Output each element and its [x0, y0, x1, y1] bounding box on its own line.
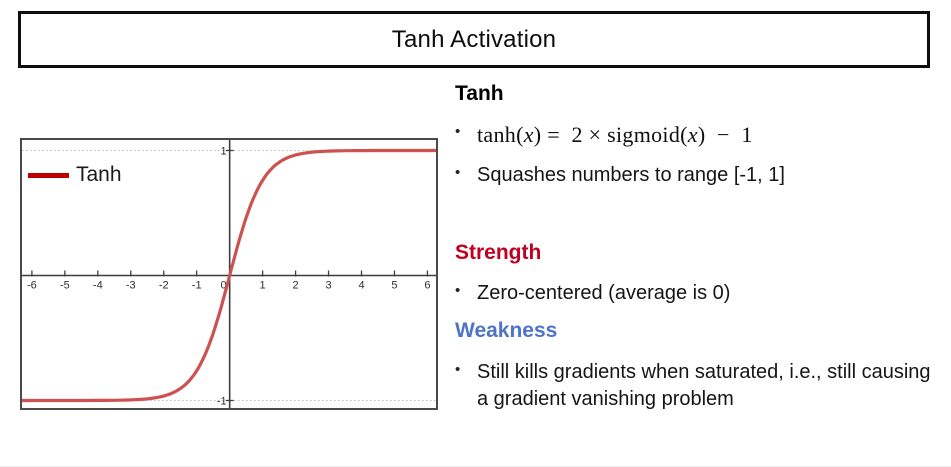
tanh-section-heading: Tanh — [455, 82, 504, 105]
tanh-curve — [22, 148, 436, 403]
chart-legend: Tanh — [28, 163, 122, 187]
x-tick-label: 4 — [358, 280, 364, 292]
squashes-text: Squashes numbers to range [-1, 1] — [477, 164, 785, 186]
strength-heading: Strength — [455, 241, 542, 264]
x-tick-label: -2 — [159, 280, 169, 292]
x-tick-label: 6 — [424, 280, 430, 292]
bullet-dot: • — [455, 164, 461, 181]
x-tick-label: -4 — [93, 280, 103, 292]
x-tick-label: 3 — [325, 280, 331, 292]
slide-title-bar: Tanh Activation — [18, 11, 930, 68]
saturation-bullet: • Still kills gradients when saturated, … — [455, 359, 933, 413]
legend-label: Tanh — [76, 163, 122, 186]
tanh-activation-plot: -6 -5 -4 -3 -2 -1 0 1 2 3 4 5 6 1 -1 Tanh — [20, 138, 438, 410]
bullet-dot: • — [455, 361, 461, 378]
x-tick-label: -3 — [126, 280, 136, 292]
formula-bullet: • tanh(x) = 2 × sigmoid(x) − 1 — [455, 121, 753, 148]
bullet-dot: • — [455, 123, 461, 140]
legend-line-swatch — [28, 172, 69, 178]
saturation-text: Still kills gradients when saturated, i.… — [477, 361, 931, 410]
x-tick-label: 2 — [293, 280, 299, 292]
x-tick-label: -6 — [27, 280, 37, 292]
zero-centered-bullet: • Zero-centered (average is 0) — [455, 280, 730, 307]
slide-title: Tanh Activation — [391, 25, 557, 53]
squashes-bullet: • Squashes numbers to range [-1, 1] — [455, 162, 785, 189]
tanh-formula: tanh(x) = 2 × sigmoid(x) − 1 — [477, 122, 753, 147]
x-tick-label: -5 — [60, 280, 70, 292]
x-tick-label: 0 — [221, 280, 227, 292]
bullet-dot: • — [455, 282, 461, 299]
x-tick-label: -1 — [192, 280, 202, 292]
x-tick-label: 5 — [391, 280, 397, 292]
x-tick-label: 1 — [260, 280, 266, 292]
y-tick-label: 1 — [221, 146, 227, 158]
weakness-heading: Weakness — [455, 319, 558, 342]
plot-svg: -6 -5 -4 -3 -2 -1 0 1 2 3 4 5 6 1 -1 — [22, 140, 436, 408]
y-tick-label: -1 — [217, 396, 227, 408]
zero-centered-text: Zero-centered (average is 0) — [477, 282, 731, 304]
